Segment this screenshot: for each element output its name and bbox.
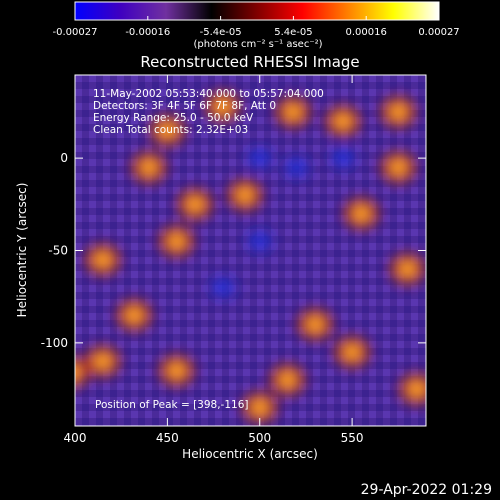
hot-spot-core [97, 356, 108, 366]
hot-spot-core [171, 366, 182, 376]
image-background [75, 75, 426, 426]
hot-spot-core [171, 236, 182, 246]
hot-spot-core [190, 199, 200, 209]
hot-spot-core [310, 319, 320, 329]
cold-spot [248, 148, 271, 168]
x-tick-label: 450 [156, 431, 179, 445]
timestamp: 29-Apr-2022 01:29 [360, 482, 492, 498]
colorbar-gradient [74, 1, 440, 21]
hot-spot-core [254, 403, 265, 412]
image-area [75, 75, 426, 426]
info-line: Clean Total counts: 2.32E+03 [93, 124, 248, 136]
colorbar: -0.00027 -0.00016 -5.4e-05 5.4e-05 0.00016 0.… [0, 0, 500, 56]
info-line: Energy Range: 25.0 - 50.0 keV [93, 112, 254, 124]
hot-spot-core [144, 162, 154, 172]
hot-spot-core [393, 107, 404, 117]
colorbar-tick-label: -0.00016 [125, 27, 170, 38]
hot-spot-core [411, 384, 422, 394]
colorbar-tick-label: 0.00016 [346, 27, 387, 38]
hot-spot-outer [75, 358, 88, 387]
hot-spot-core [282, 375, 293, 385]
hot-spot-core [347, 347, 357, 357]
y-tick-label: -50 [48, 244, 68, 258]
cold-spot [331, 148, 354, 168]
hot-spot-mid [75, 363, 82, 382]
colorbar-tick-label: -0.00027 [53, 27, 98, 38]
chart-title: Reconstructed RHESSI Image [140, 53, 359, 71]
hot-spot-core [129, 310, 139, 320]
cold-spot [248, 232, 271, 251]
colorbar-tick-label: 5.4e-05 [274, 27, 312, 38]
info-line: Detectors: 3F 4F 5F 6F 7F 8F, Att 0 [93, 100, 276, 112]
cold-spot [285, 158, 308, 177]
hot-spot-core [356, 209, 367, 218]
info-line: 11-May-2002 05:53:40.000 to 05:57:04.000 [93, 88, 324, 100]
y-axis-label: Heliocentric Y (arcsec) [15, 183, 29, 318]
colorbar-tick-label: 0.00027 [418, 27, 459, 38]
x-tick-label: 500 [248, 431, 271, 445]
colorbar-svg: -0.00027 -0.00016 -5.4e-05 5.4e-05 0.00016 0.… [53, 1, 460, 50]
hot-spot-core [240, 190, 250, 200]
peak-position-label: Position of Peak = [398,-116] [95, 399, 249, 411]
hot-spot-core [97, 255, 108, 265]
y-tick-label: 0 [60, 151, 68, 165]
x-tick-label: 550 [341, 431, 364, 445]
hot-spot-core [393, 162, 404, 172]
hot-spot-core [402, 264, 413, 274]
hot-spot-core [338, 116, 348, 126]
hot-spot-core [217, 101, 228, 111]
hot-spot-core [162, 125, 173, 135]
x-tick-label: 400 [64, 431, 87, 445]
hot-spot-core [288, 107, 298, 117]
x-axis-label: Heliocentric X (arcsec) [182, 447, 318, 461]
colorbar-tick-label: -5.4e-05 [200, 27, 242, 38]
cold-spot [211, 278, 234, 297]
y-tick-label: -100 [41, 336, 68, 350]
colorbar-units: (photons cm⁻² s⁻¹ asec⁻²) [193, 39, 322, 50]
